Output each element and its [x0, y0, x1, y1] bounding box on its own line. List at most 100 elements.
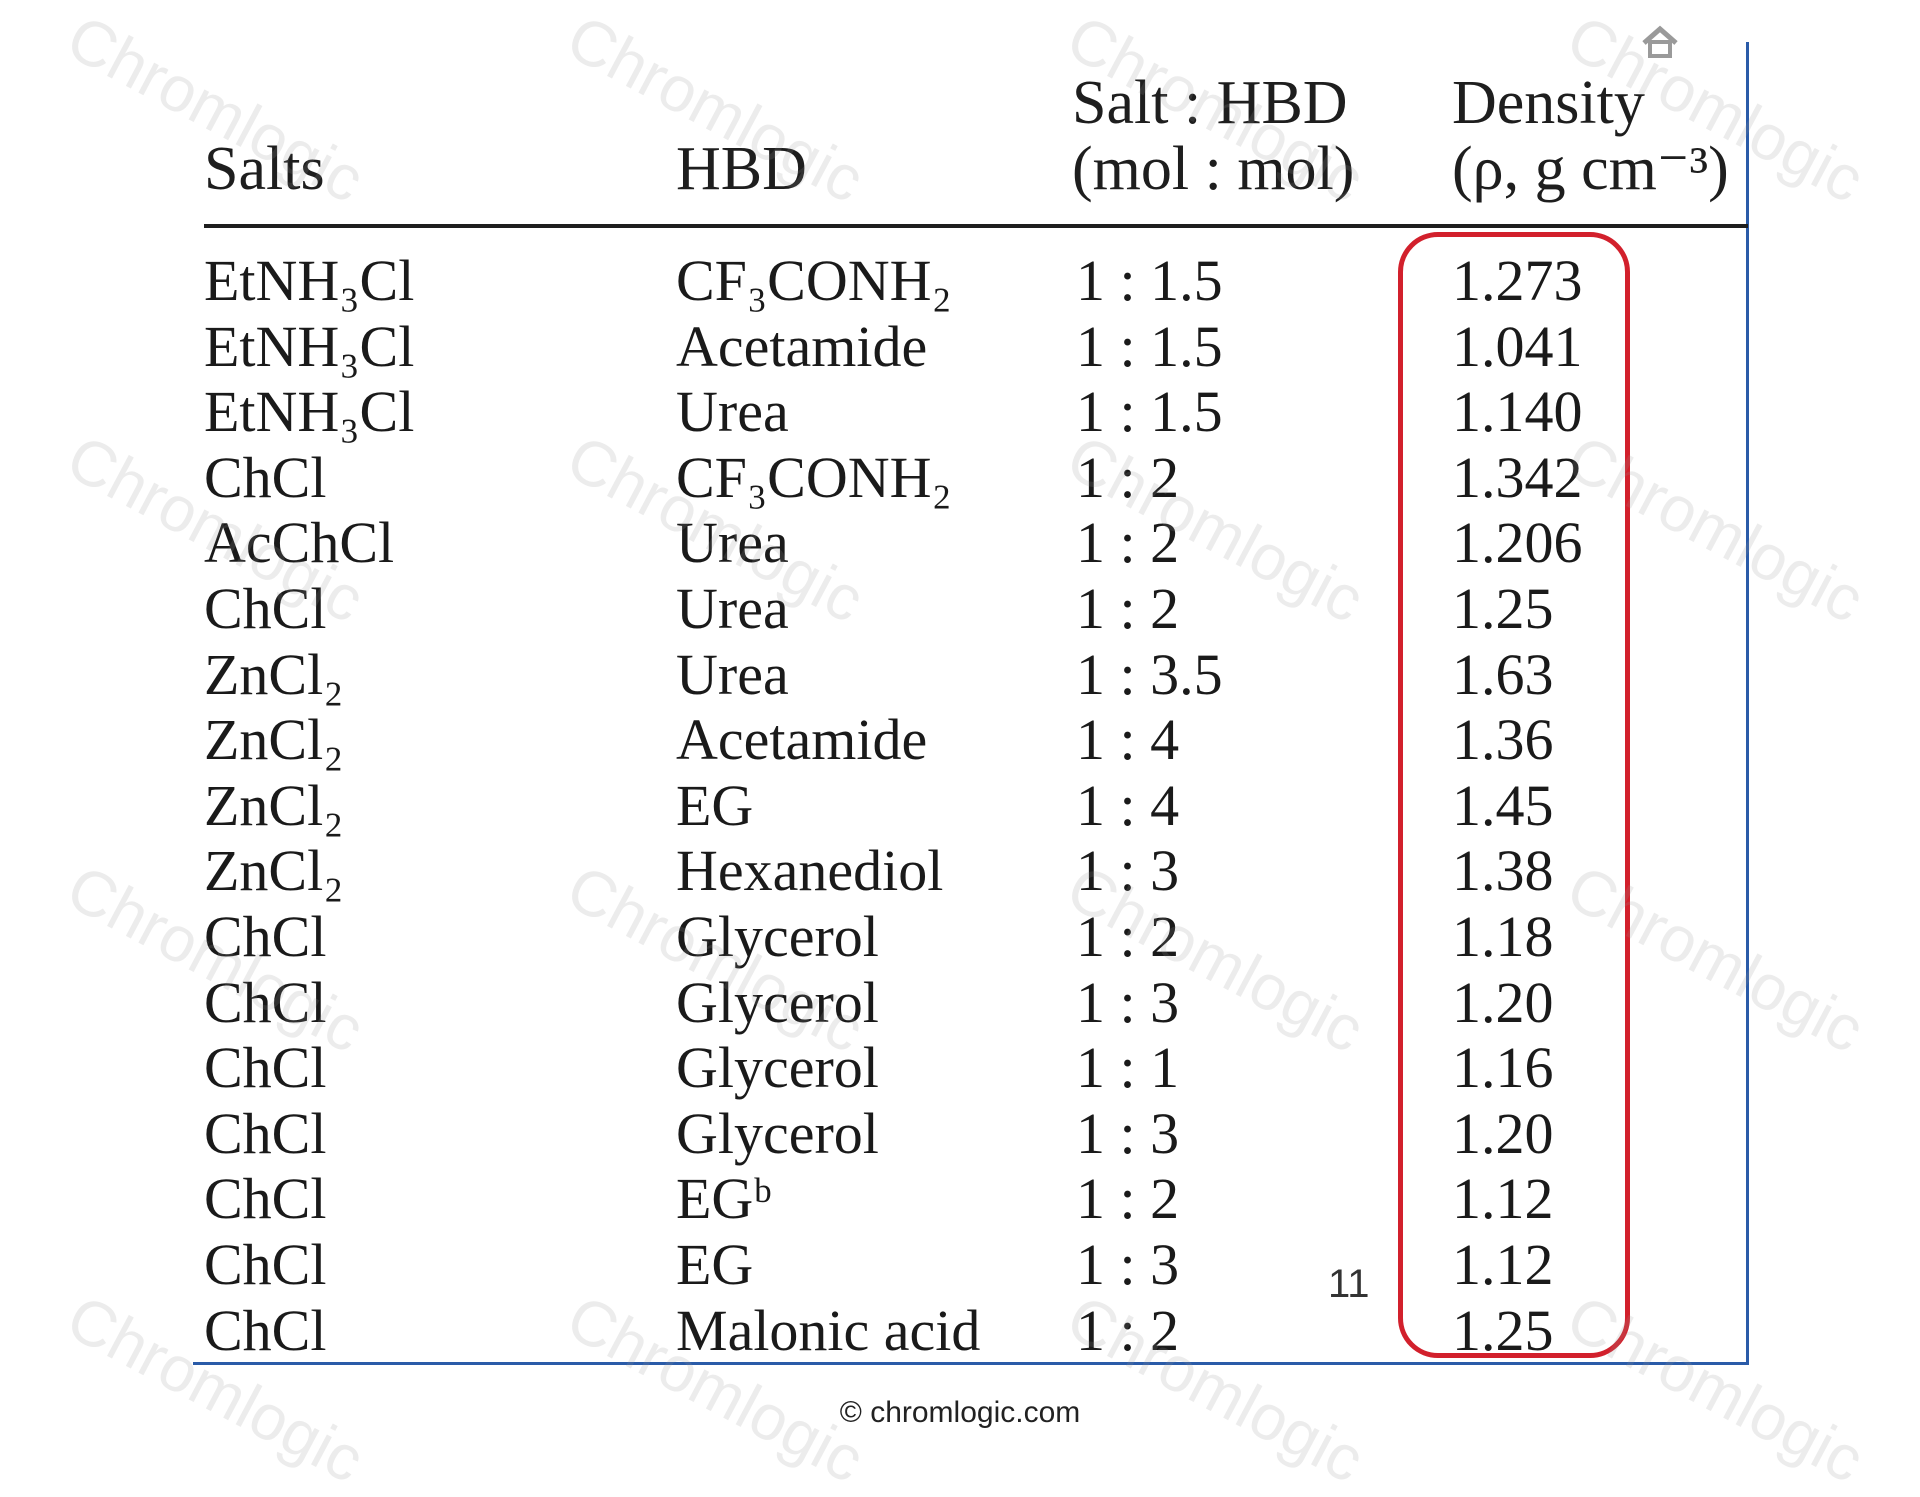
header-hbd: HBD	[676, 135, 807, 203]
ratio-cell: 1 : 4	[1076, 772, 1180, 838]
hbd-cell: Urea	[676, 576, 789, 641]
ratio-cell: 1 : 2	[1076, 1297, 1180, 1363]
salt-cell: AcChCl	[204, 510, 395, 576]
density-cell: 1.041	[1452, 313, 1583, 379]
density-highlight-box	[1398, 232, 1630, 1358]
table-row: ChCl Glycerol 1 : 3 1.20	[0, 1101, 1920, 1167]
brand-logo	[1640, 18, 1680, 63]
salt-cell: ChCl	[204, 1232, 327, 1297]
hbd-cell: Acetamide	[676, 707, 928, 773]
hbd-cell: Urea	[676, 641, 789, 707]
ratio-cell: 1 : 1.5	[1076, 379, 1223, 445]
table-row: ChCl CF₃CONH₂ 1 : 2 1.342	[0, 445, 1920, 511]
salt-cell: ZnCl₂	[204, 838, 344, 904]
salt-cell: ChCl	[204, 969, 327, 1035]
density-cell: 1.140	[1452, 379, 1583, 445]
density-cell: 1.36	[1452, 707, 1554, 773]
hbd-cell: EG	[676, 772, 754, 838]
ratio-cell: 1 : 3	[1076, 1232, 1180, 1297]
table-row: AcChCl Urea 1 : 2 1.206	[0, 510, 1920, 576]
hbd-cell: CF₃CONH₂	[676, 248, 952, 313]
table-row: ChCl EGᵇ 1 : 2 1.12	[0, 1166, 1920, 1232]
hbd-cell: Acetamide	[676, 313, 928, 379]
table-row: ZnCl₂ Acetamide 1 : 4 1.36	[0, 707, 1920, 773]
density-cell: 1.206	[1452, 510, 1583, 576]
header-rule	[204, 224, 1748, 228]
header-density-line2: (ρ, g cm⁻³)	[1452, 135, 1729, 203]
header-density-line1: Density	[1452, 69, 1645, 137]
salt-cell: ChCl	[204, 444, 327, 510]
header-density: Density (ρ, g cm⁻³)	[1452, 70, 1729, 202]
ratio-cell: 1 : 3	[1076, 838, 1180, 904]
frame-right-border	[1746, 42, 1749, 1364]
table-row: EtNH₃Cl CF₃CONH₂ 1 : 1.5 1.273	[0, 248, 1920, 314]
ratio-cell: 1 : 2	[1076, 904, 1180, 969]
salt-cell: ZnCl₂	[204, 707, 344, 773]
table-row: ChCl Malonic acid 1 : 2 1.25	[0, 1298, 1920, 1364]
salt-cell: ChCl	[204, 904, 327, 969]
ratio-cell: 1 : 3	[1076, 1100, 1180, 1166]
hbd-cell: Glycerol	[676, 1035, 879, 1101]
density-cell: 1.342	[1452, 444, 1583, 510]
table-row: ZnCl₂ Hexanediol 1 : 3 1.38	[0, 838, 1920, 904]
table-row: EtNH₃Cl Acetamide 1 : 1.5 1.041	[0, 314, 1920, 380]
table-row: ChCl Urea 1 : 2 1.25	[0, 576, 1920, 642]
header-salts: Salts	[204, 135, 325, 203]
salt-cell: ChCl	[204, 1297, 327, 1363]
ratio-cell: 1 : 3	[1076, 969, 1180, 1035]
ratio-cell: 1 : 1.5	[1076, 313, 1223, 379]
hbd-cell: Hexanediol	[676, 838, 944, 904]
header-ratio-line2: (mol : mol)	[1072, 135, 1355, 203]
hbd-cell: Glycerol	[676, 969, 879, 1035]
slide-number: 11	[1328, 1262, 1370, 1306]
header-ratio: Salt : HBD (mol : mol)	[1072, 70, 1354, 202]
salt-cell: ChCl	[204, 1035, 327, 1101]
ratio-cell: 1 : 1	[1076, 1035, 1180, 1101]
salt-cell: ZnCl₂	[204, 772, 344, 838]
salt-cell: ChCl	[204, 1166, 327, 1232]
table-row: ChCl EG 1 : 3 1.12	[0, 1232, 1920, 1298]
density-cell: 1.12	[1452, 1166, 1554, 1232]
density-cell: 1.20	[1452, 1100, 1554, 1166]
ratio-cell: 1 : 4	[1076, 707, 1180, 773]
salt-cell: EtNH₃Cl	[204, 313, 415, 379]
density-cell: 1.12	[1452, 1232, 1554, 1297]
frame-bottom-border	[193, 1362, 1749, 1365]
density-cell: 1.25	[1452, 1297, 1554, 1363]
density-cell: 1.273	[1452, 248, 1583, 313]
ratio-cell: 1 : 1.5	[1076, 248, 1223, 313]
table-row: ChCl Glycerol 1 : 2 1.18	[0, 904, 1920, 970]
hbd-cell: Urea	[676, 379, 789, 445]
table-row: ZnCl₂ EG 1 : 4 1.45	[0, 773, 1920, 839]
density-cell: 1.16	[1452, 1035, 1554, 1101]
salt-cell: ZnCl₂	[204, 641, 344, 707]
ratio-cell: 1 : 2	[1076, 1166, 1180, 1232]
ratio-cell: 1 : 3.5	[1076, 641, 1223, 707]
hbd-cell: CF₃CONH₂	[676, 444, 952, 510]
salt-cell: EtNH₃Cl	[204, 248, 415, 313]
ratio-cell: 1 : 2	[1076, 510, 1180, 576]
density-cell: 1.63	[1452, 641, 1554, 707]
ratio-cell: 1 : 2	[1076, 576, 1180, 641]
hbd-cell: EG	[676, 1232, 754, 1297]
hbd-cell: Malonic acid	[676, 1297, 981, 1363]
header-ratio-line1: Salt : HBD	[1072, 69, 1348, 137]
density-cell: 1.25	[1452, 576, 1554, 641]
density-cell: 1.18	[1452, 904, 1554, 969]
table-row: EtNH₃Cl Urea 1 : 1.5 1.140	[0, 379, 1920, 445]
table-row: ChCl Glycerol 1 : 3 1.20	[0, 970, 1920, 1036]
salt-cell: ChCl	[204, 576, 327, 641]
hbd-cell: Glycerol	[676, 1100, 879, 1166]
density-cell: 1.45	[1452, 772, 1554, 838]
hbd-cell: Glycerol	[676, 904, 879, 969]
salt-cell: ChCl	[204, 1100, 327, 1166]
salt-cell: EtNH₃Cl	[204, 379, 415, 445]
hbd-cell: Urea	[676, 510, 789, 576]
footer-copyright: © chromlogic.com	[839, 1396, 1081, 1429]
house-logo-icon	[1642, 26, 1678, 59]
hbd-cell: EGᵇ	[676, 1166, 772, 1232]
table-row: ZnCl₂ Urea 1 : 3.5 1.63	[0, 642, 1920, 708]
density-cell: 1.38	[1452, 838, 1554, 904]
ratio-cell: 1 : 2	[1076, 444, 1180, 510]
